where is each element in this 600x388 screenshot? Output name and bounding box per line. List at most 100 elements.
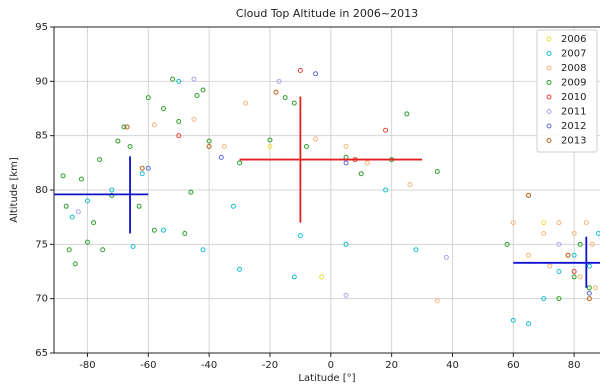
point	[343, 160, 349, 166]
legend-marker	[546, 65, 552, 71]
y-tick-label: 90	[35, 76, 48, 87]
point	[60, 173, 66, 179]
point	[182, 230, 188, 236]
legend-label: 2011	[561, 107, 586, 118]
point	[237, 266, 243, 272]
point	[364, 160, 370, 166]
point	[145, 165, 151, 171]
point	[291, 274, 297, 280]
point	[510, 220, 516, 226]
point	[571, 274, 577, 280]
legend-marker	[546, 36, 552, 42]
point	[100, 247, 106, 253]
axes-frame	[53, 26, 600, 354]
chart-title: Cloud Top Altitude in 2006~2013	[236, 7, 418, 20]
legend-marker	[546, 80, 552, 85]
x-tick-label: 80	[568, 360, 581, 371]
x-tick-label: 40	[446, 360, 459, 371]
point	[556, 220, 562, 226]
point	[115, 138, 121, 144]
point	[151, 122, 157, 128]
point	[78, 176, 84, 182]
point	[526, 321, 532, 327]
point	[297, 233, 303, 239]
point	[218, 154, 224, 160]
point	[571, 269, 577, 274]
point	[303, 144, 309, 150]
x-tick-label: 60	[507, 360, 520, 371]
point	[526, 252, 532, 258]
point	[69, 214, 75, 220]
point	[556, 269, 562, 274]
point	[206, 138, 212, 144]
point	[139, 171, 145, 177]
x-tick-label: 0	[328, 360, 334, 371]
point	[586, 285, 592, 291]
point	[200, 247, 206, 253]
plot-area	[54, 67, 600, 327]
point	[556, 296, 562, 302]
point	[267, 137, 273, 143]
legend-marker	[546, 109, 552, 114]
y-tick-label: 95	[35, 22, 48, 33]
legend-box	[536, 29, 598, 153]
point	[176, 78, 182, 84]
point	[586, 296, 592, 302]
legend-label: 2013	[561, 136, 586, 147]
point	[526, 192, 532, 198]
point	[63, 203, 69, 209]
point	[291, 100, 297, 106]
legend-label: 2006	[561, 34, 586, 45]
point	[243, 100, 249, 106]
point	[319, 274, 325, 280]
point	[434, 169, 440, 175]
legend-marker	[546, 123, 552, 129]
y-axis-label: Altitude [km]	[9, 157, 20, 223]
legend-label: 2012	[561, 121, 586, 132]
y-tick-label: 65	[35, 348, 48, 359]
point	[237, 160, 243, 166]
point	[136, 203, 142, 209]
point	[97, 157, 103, 163]
point	[267, 144, 273, 150]
y-tick-label: 80	[35, 185, 48, 196]
point	[571, 230, 577, 236]
legend-marker	[546, 94, 552, 100]
x-tick-label: -80	[79, 360, 95, 371]
point	[577, 274, 583, 280]
point	[176, 119, 182, 125]
y-tick-label: 85	[35, 131, 48, 142]
x-tick-label: 20	[385, 360, 398, 371]
point	[191, 76, 197, 82]
legend: 2006 2007 2008 2009 2010 2011 2012 2013	[536, 29, 598, 153]
point	[276, 78, 282, 84]
point	[127, 144, 133, 150]
point	[404, 111, 410, 117]
point	[586, 263, 592, 269]
point	[510, 317, 516, 323]
point	[66, 247, 72, 253]
point	[124, 124, 130, 130]
point	[383, 127, 389, 133]
point	[383, 187, 389, 193]
point	[443, 254, 449, 260]
point	[206, 144, 212, 150]
point	[297, 67, 303, 73]
point	[170, 76, 176, 82]
point	[151, 227, 157, 233]
legend-label: 2009	[561, 78, 586, 89]
point	[358, 171, 364, 177]
point	[541, 230, 547, 236]
point	[188, 189, 194, 195]
point	[592, 285, 598, 291]
x-tick-label: -40	[201, 360, 217, 371]
point	[273, 89, 279, 95]
point	[413, 247, 419, 253]
legend-label: 2008	[561, 63, 586, 74]
point	[541, 296, 547, 302]
point	[504, 241, 510, 247]
point	[139, 165, 145, 171]
legend-marker	[546, 138, 552, 143]
legend-label: 2010	[561, 92, 586, 103]
point	[343, 292, 349, 298]
